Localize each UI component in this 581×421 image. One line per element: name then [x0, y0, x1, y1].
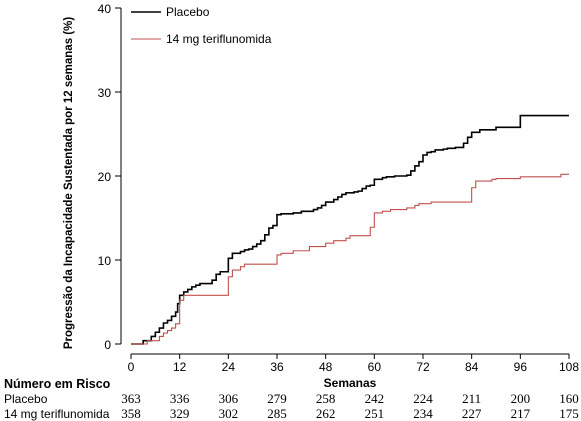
- risk-value: 211: [462, 391, 482, 406]
- x-axis-label: Semanas: [324, 376, 377, 390]
- x-tick-label: 12: [173, 360, 187, 374]
- risk-value: 336: [169, 391, 190, 406]
- risk-value: 227: [461, 406, 482, 421]
- risk-value: 217: [510, 406, 531, 421]
- legend: Placebo 14 mg teriflunomida: [131, 5, 272, 46]
- risk-value: 175: [559, 406, 579, 421]
- x-tick-label: 72: [416, 360, 430, 374]
- y-tick-label: 20: [98, 170, 112, 184]
- risk-row-label-teriflunomide: 14 mg teriflunomida: [4, 407, 110, 421]
- x-tick-label: 48: [319, 360, 333, 374]
- risk-value: 329: [169, 406, 190, 421]
- risk-value: 251: [364, 406, 385, 421]
- risk-value: 242: [364, 391, 385, 406]
- y-tick-label: 0: [104, 338, 111, 352]
- legend-label: Placebo: [166, 5, 210, 19]
- x-tick-label: 24: [222, 360, 236, 374]
- x-tick-label: 96: [514, 360, 528, 374]
- series-lines: [131, 114, 569, 345]
- risk-value: 258: [315, 391, 336, 406]
- risk-table-title: Número em Risco: [4, 377, 111, 391]
- x-tick-label: 84: [465, 360, 479, 374]
- risk-value: 234: [413, 406, 433, 421]
- risk-value: 224: [413, 391, 433, 406]
- series-line-teriflunomide: [131, 173, 569, 345]
- risk-value: 262: [315, 406, 336, 421]
- y-axis-label: Progressão da Incapacidade Sustentada po…: [63, 17, 75, 350]
- risk-value: 160: [559, 391, 579, 406]
- risk-value: 306: [218, 391, 239, 406]
- axes: 0 10 20 30 40 0 12 24 36 48 60 72 84 96 108: [98, 2, 580, 374]
- risk-value: 302: [218, 406, 239, 421]
- y-tick-label: 10: [98, 254, 112, 268]
- risk-value: 358: [121, 406, 141, 421]
- y-tick-label: 30: [98, 86, 112, 100]
- risk-value: 363: [121, 391, 141, 406]
- legend-label: 14 mg teriflunomida: [166, 32, 272, 46]
- y-tick-label: 40: [98, 2, 112, 16]
- risk-value: 285: [267, 406, 287, 421]
- x-tick-label: 36: [270, 360, 284, 374]
- risk-value: 200: [510, 391, 531, 406]
- x-tick-label: 60: [368, 360, 382, 374]
- x-tick-label: 108: [559, 360, 579, 374]
- x-tick-label: 0: [128, 360, 135, 374]
- risk-row-label-placebo: Placebo: [4, 392, 48, 406]
- series-line-placebo: [131, 114, 569, 345]
- risk-value: 279: [267, 391, 287, 406]
